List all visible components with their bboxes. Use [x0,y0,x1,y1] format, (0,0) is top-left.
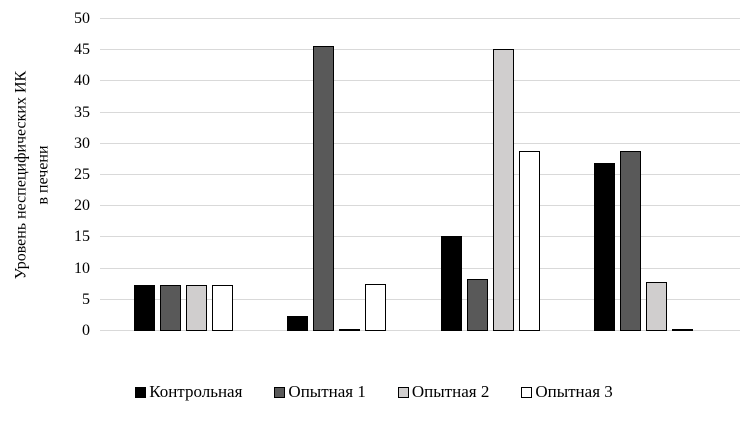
plot-area [100,18,740,331]
gridline-20 [100,205,740,207]
legend-label: Опытная 1 [288,382,366,401]
bar-опытная-2-group-1 [186,285,207,331]
bar-опытная-1-group-1 [160,285,181,331]
bar-опытная-1-group-2 [313,46,334,331]
bar-group-1 [134,285,233,331]
gridline-45 [100,49,740,51]
gridline-50 [100,18,740,19]
legend-marker-icon [274,386,286,398]
y-tick-label-35: 35 [74,103,90,121]
bar-опытная-2-group-3 [493,49,514,331]
y-axis-tick-labels: 0 5 10 15 20 25 30 35 40 45 50 [0,10,90,339]
y-tick-label-5: 5 [82,290,90,308]
y-tick-label-50: 50 [74,10,90,27]
legend-item-опытная-3: Опытная 3 [521,382,613,402]
legend-marker-icon [521,386,533,398]
bar-group-3 [441,49,540,331]
bar-group-4 [594,151,693,331]
legend-label: Опытная 2 [411,382,490,401]
y-tick-label-10: 10 [74,259,90,277]
gridline-30 [100,142,740,144]
bar-контрольная-group-1 [134,285,155,331]
gridline-35 [100,111,740,113]
bar-опытная-3-group-2 [365,284,386,331]
legend-item-контрольная: Контрольная [135,382,242,402]
y-tick-label-0: 0 [82,322,90,339]
bar-контрольная-group-2 [287,316,308,331]
legend: Контрольная Опытная 1 Опытная 2 Опытная 3 [0,382,748,402]
gridline-10 [100,267,740,269]
y-tick-label-15: 15 [74,228,90,246]
bar-опытная-3-group-4 [672,329,693,331]
y-tick-label-25: 25 [74,166,90,183]
gridline-40 [100,80,740,82]
bar-опытная-2-group-2 [339,329,360,331]
gridline-0 [100,330,740,331]
bar-опытная-3-group-1 [212,285,233,331]
bar-опытная-1-group-3 [467,279,488,331]
bar-опытная-3-group-3 [519,151,540,331]
bar-опытная-1-group-4 [620,151,641,331]
y-tick-label-20: 20 [74,197,90,215]
legend-item-опытная-1: Опытная 1 [274,382,366,402]
legend-marker-icon [397,386,409,398]
bar-опытная-2-group-4 [646,282,667,331]
gridline-15 [100,236,740,238]
bar-контрольная-group-3 [441,236,462,331]
gridline-25 [100,174,740,175]
legend-label: Контрольная [149,382,243,401]
y-tick-label-30: 30 [74,134,90,152]
bar-group-2 [287,46,386,331]
legend-label: Опытная 3 [535,382,613,401]
legend-marker-icon [135,386,147,398]
legend-item-опытная-2: Опытная 2 [397,382,490,402]
bar-контрольная-group-4 [594,163,615,331]
y-tick-label-45: 45 [74,41,90,59]
y-tick-label-40: 40 [74,72,90,90]
gridline-5 [100,298,740,300]
